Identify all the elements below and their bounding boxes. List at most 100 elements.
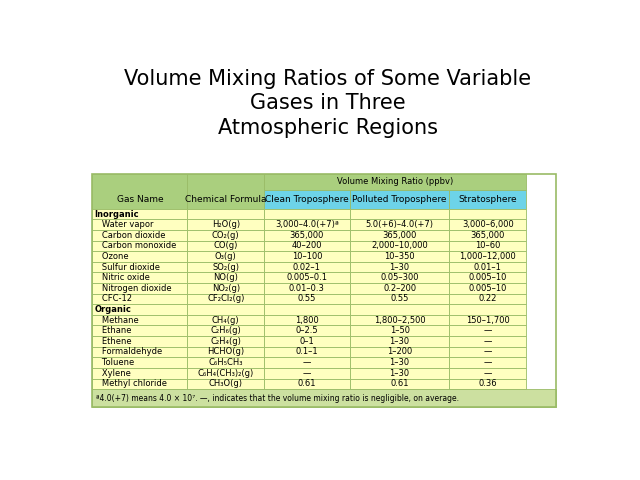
Text: 0.55: 0.55 (298, 294, 316, 303)
Bar (449, 379, 526, 389)
Bar (350, 230, 449, 240)
Bar (449, 347, 526, 357)
Text: Water vapor: Water vapor (94, 220, 154, 229)
Bar (264, 209, 350, 219)
Bar (188, 379, 264, 389)
Text: HCHO(g): HCHO(g) (207, 348, 244, 357)
Bar (188, 347, 264, 357)
Text: Ethene: Ethene (94, 337, 132, 346)
Bar (188, 325, 264, 336)
Bar (449, 230, 526, 240)
Bar (264, 174, 526, 190)
Text: CO₂(g): CO₂(g) (212, 231, 239, 240)
Bar (350, 379, 449, 389)
Text: 10–100: 10–100 (292, 252, 322, 261)
Bar (264, 304, 350, 315)
Bar (188, 315, 264, 325)
Text: ª4.0(+7) means 4.0 × 10⁷. —, indicates that the volume mixing ratio is negligibl: ª4.0(+7) means 4.0 × 10⁷. —, indicates t… (97, 394, 460, 403)
Bar (92, 174, 556, 407)
Bar (188, 357, 264, 368)
Bar (350, 315, 449, 325)
Text: Carbon monoxide: Carbon monoxide (94, 241, 177, 251)
Text: Clean Troposphere: Clean Troposphere (265, 195, 349, 204)
Text: 0–1: 0–1 (300, 337, 314, 346)
Text: C₂H₄(g): C₂H₄(g) (211, 337, 241, 346)
Bar (264, 336, 350, 347)
Text: Nitrogen dioxide: Nitrogen dioxide (94, 284, 172, 293)
Text: C₂H₆(g): C₂H₆(g) (211, 326, 241, 335)
Bar (350, 336, 449, 347)
Text: O₃(g): O₃(g) (215, 252, 237, 261)
Text: SO₂(g): SO₂(g) (212, 263, 239, 272)
Text: —: — (484, 348, 492, 357)
Bar (350, 209, 449, 219)
Text: CF₂Cl₂(g): CF₂Cl₂(g) (207, 294, 244, 303)
Text: Nitric oxide: Nitric oxide (94, 273, 150, 282)
Text: CH₃O(g): CH₃O(g) (209, 379, 243, 388)
Text: 40–200: 40–200 (292, 241, 322, 251)
Bar (350, 357, 449, 368)
Bar (188, 294, 264, 304)
Bar (449, 262, 526, 273)
Text: Methyl chloride: Methyl chloride (94, 379, 168, 388)
Text: NO₂(g): NO₂(g) (212, 284, 240, 293)
Bar (188, 368, 264, 379)
Text: CO(g): CO(g) (214, 241, 238, 251)
Bar (350, 368, 449, 379)
Text: Carbon dioxide: Carbon dioxide (94, 231, 166, 240)
Bar (350, 219, 449, 230)
Text: 0.36: 0.36 (479, 379, 497, 388)
Bar (92, 240, 188, 251)
Bar (449, 190, 526, 209)
Text: 3,000–4.0(+7)ª: 3,000–4.0(+7)ª (275, 220, 339, 229)
Bar (264, 283, 350, 294)
Text: 5.0(+6)–4.0(+7): 5.0(+6)–4.0(+7) (365, 220, 434, 229)
Bar (92, 379, 188, 389)
Text: 0.02–1: 0.02–1 (293, 263, 321, 272)
Bar (264, 251, 350, 262)
Bar (449, 315, 526, 325)
Bar (92, 273, 188, 283)
Text: 0.61: 0.61 (298, 379, 316, 388)
Text: —: — (484, 358, 492, 367)
Bar (188, 251, 264, 262)
Bar (92, 209, 188, 219)
Bar (188, 336, 264, 347)
Bar (188, 209, 264, 219)
Bar (449, 209, 526, 219)
Bar (92, 230, 188, 240)
Bar (350, 304, 449, 315)
Bar (92, 315, 188, 325)
Text: 0.01–0.3: 0.01–0.3 (289, 284, 325, 293)
Bar (188, 262, 264, 273)
Bar (264, 315, 350, 325)
Text: Sulfur dioxide: Sulfur dioxide (94, 263, 161, 272)
Text: C₆H₅CH₃: C₆H₅CH₃ (209, 358, 243, 367)
Bar (449, 219, 526, 230)
Bar (264, 325, 350, 336)
Bar (449, 336, 526, 347)
Text: CFC-12: CFC-12 (94, 294, 132, 303)
Bar (92, 294, 188, 304)
Text: 365,000: 365,000 (290, 231, 324, 240)
Text: 365,000: 365,000 (383, 231, 417, 240)
Text: 0.05–300: 0.05–300 (380, 273, 419, 282)
Text: 10–60: 10–60 (475, 241, 500, 251)
Bar (92, 347, 188, 357)
Text: 1–30: 1–30 (390, 369, 410, 378)
Bar (264, 357, 350, 368)
Text: 1–200: 1–200 (387, 348, 412, 357)
Text: Ethane: Ethane (94, 326, 132, 335)
Bar (264, 347, 350, 357)
Text: 0.2–200: 0.2–200 (383, 284, 416, 293)
Text: Chemical Formula: Chemical Formula (185, 195, 266, 204)
Bar (350, 262, 449, 273)
Text: —: — (484, 337, 492, 346)
Text: H₂O(g): H₂O(g) (212, 220, 240, 229)
Bar (264, 294, 350, 304)
Bar (92, 336, 188, 347)
Text: Formaldehyde: Formaldehyde (94, 348, 163, 357)
Text: 0.005–10: 0.005–10 (468, 273, 507, 282)
Bar (92, 368, 188, 379)
Text: 1–30: 1–30 (390, 358, 410, 367)
